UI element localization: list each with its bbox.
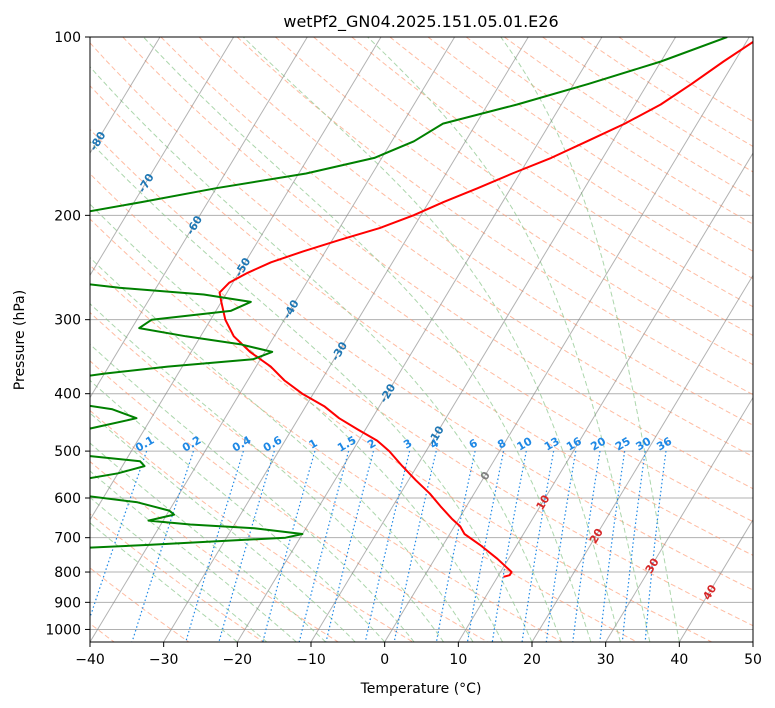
mixing-ratio-line bbox=[644, 451, 667, 642]
dry-adiabat-line bbox=[313, 37, 753, 336]
mixing-ratio-line bbox=[435, 450, 476, 642]
isotherm-line bbox=[531, 274, 753, 642]
dry-adiabat-line bbox=[90, 311, 564, 642]
moist-adiabat-line bbox=[90, 140, 533, 642]
x-tick-label: 0 bbox=[380, 652, 389, 668]
y-tick-label: 800 bbox=[54, 565, 81, 581]
mixing-ratio-line bbox=[393, 450, 437, 642]
moist-adiabat-line bbox=[500, 37, 680, 642]
moist-adiabat-line bbox=[90, 66, 562, 642]
isotherm-line bbox=[90, 37, 382, 521]
isotherm-line bbox=[90, 37, 235, 277]
dry-adiabat-line bbox=[198, 37, 753, 426]
y-tick-label: 500 bbox=[54, 444, 81, 460]
plot-frame bbox=[89, 36, 754, 643]
moist-adiabat-line bbox=[90, 303, 445, 642]
mixing-ratio-line bbox=[545, 450, 577, 642]
x-tick-label: −10 bbox=[296, 652, 326, 668]
moist-adiabat-line bbox=[90, 522, 238, 642]
dry-adiabat-line bbox=[90, 218, 713, 642]
mixing-ratio-line bbox=[466, 450, 505, 642]
moist-adiabat-line bbox=[90, 442, 327, 642]
sounding-lines bbox=[90, 37, 753, 578]
moist-adiabat-line bbox=[90, 379, 386, 642]
mixing-ratio-line bbox=[572, 451, 601, 642]
mixing-ratio-line bbox=[364, 450, 411, 642]
isotherm-line bbox=[310, 37, 677, 642]
isotherm-line bbox=[90, 37, 308, 399]
y-tick-label: 300 bbox=[54, 313, 81, 329]
dry-adiabat-line bbox=[351, 37, 753, 308]
isotherm-line bbox=[678, 518, 753, 642]
mixing-ratio-line bbox=[325, 450, 374, 642]
x-tick-label: 10 bbox=[449, 652, 467, 668]
mixing-ratio-line bbox=[218, 450, 275, 642]
isotherm-line bbox=[384, 37, 750, 642]
y-axis: 100 200 300 400 500 600 700 800 900 1000 bbox=[45, 30, 90, 638]
x-axis: −40 −30 −20 −10 0 10 20 30 40 50 bbox=[75, 642, 762, 668]
mixing-ratio-line bbox=[131, 450, 194, 642]
moist-adiabat-line bbox=[367, 37, 651, 642]
isotherm-line bbox=[605, 396, 753, 642]
moist-adiabat-line bbox=[90, 470, 297, 642]
moist-adiabat-line bbox=[90, 412, 356, 642]
mixing-ratio-line bbox=[621, 451, 646, 642]
isotherm-line bbox=[457, 152, 753, 642]
x-tick-label: 50 bbox=[744, 652, 762, 668]
moist-adiabat-line bbox=[90, 496, 268, 642]
y-axis-title: Pressure (hPa) bbox=[12, 290, 28, 390]
y-tick-label: 700 bbox=[54, 531, 81, 547]
moist-adiabat-line bbox=[242, 37, 621, 642]
dry-adiabat-line bbox=[90, 460, 340, 642]
dry-adiabat-line bbox=[90, 42, 753, 523]
moist-adiabat-line bbox=[90, 256, 474, 642]
y-tick-label: 900 bbox=[54, 595, 81, 611]
chart-title: wetPf2_GN04.2025.151.05.01.E26 bbox=[283, 12, 558, 32]
dry-adiabat-line bbox=[122, 37, 753, 490]
mixing-ratio-line bbox=[90, 450, 148, 619]
x-tick-label: −30 bbox=[149, 652, 179, 668]
isotherm-line bbox=[236, 37, 603, 642]
dry-adiabat-line bbox=[90, 360, 489, 642]
y-tick-label: 1000 bbox=[45, 622, 81, 638]
y-tick-label: 100 bbox=[54, 30, 81, 46]
dewpoint-line bbox=[90, 37, 728, 549]
x-tick-label: −20 bbox=[223, 652, 253, 668]
dry-adiabat-line bbox=[90, 409, 414, 642]
moist-adiabat-line bbox=[143, 37, 592, 642]
dry-adiabat-line bbox=[160, 37, 753, 458]
background-lines bbox=[90, 37, 753, 642]
mixing-ratio-line bbox=[599, 451, 626, 642]
isotherm-line bbox=[90, 37, 161, 155]
y-tick-label: 400 bbox=[54, 387, 81, 403]
x-tick-label: −40 bbox=[75, 652, 105, 668]
x-tick-label: 20 bbox=[523, 652, 541, 668]
y-tick-label: 200 bbox=[54, 208, 81, 224]
x-tick-label: 40 bbox=[670, 652, 688, 668]
mixing-ratio-line bbox=[521, 450, 555, 642]
dry-adiabat-line bbox=[90, 128, 753, 591]
y-tick-label: 600 bbox=[54, 491, 81, 507]
isotherm-line bbox=[90, 37, 456, 642]
mixing-ratio-line bbox=[185, 450, 244, 642]
x-axis-title: Temperature (°C) bbox=[360, 681, 482, 697]
x-tick-label: 30 bbox=[597, 652, 615, 668]
moist-adiabat-line bbox=[90, 203, 503, 642]
dry-adiabat-line bbox=[90, 264, 639, 642]
dry-adiabat-line bbox=[90, 85, 753, 556]
